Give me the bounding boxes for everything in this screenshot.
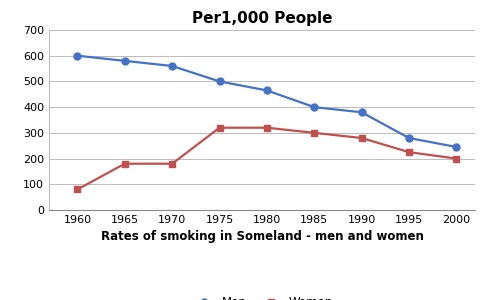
Women xyxy=(122,162,128,166)
Men xyxy=(453,145,459,149)
Men xyxy=(406,136,412,140)
Men xyxy=(217,80,222,83)
Line: Men: Men xyxy=(74,52,460,151)
Title: Per1,000 People: Per1,000 People xyxy=(192,11,332,26)
Legend: Men, Women: Men, Women xyxy=(186,292,338,300)
Men xyxy=(122,59,128,63)
Men xyxy=(311,105,317,109)
Women xyxy=(406,150,412,154)
Men xyxy=(74,54,80,58)
Women xyxy=(74,188,80,191)
X-axis label: Rates of smoking in Someland - men and women: Rates of smoking in Someland - men and w… xyxy=(101,230,423,243)
Line: Women: Women xyxy=(74,124,460,193)
Women xyxy=(217,126,222,130)
Women xyxy=(311,131,317,135)
Women xyxy=(264,126,270,130)
Women xyxy=(169,162,175,166)
Men xyxy=(169,64,175,68)
Men xyxy=(359,110,365,114)
Men xyxy=(264,88,270,92)
Women xyxy=(453,157,459,160)
Women xyxy=(359,136,365,140)
